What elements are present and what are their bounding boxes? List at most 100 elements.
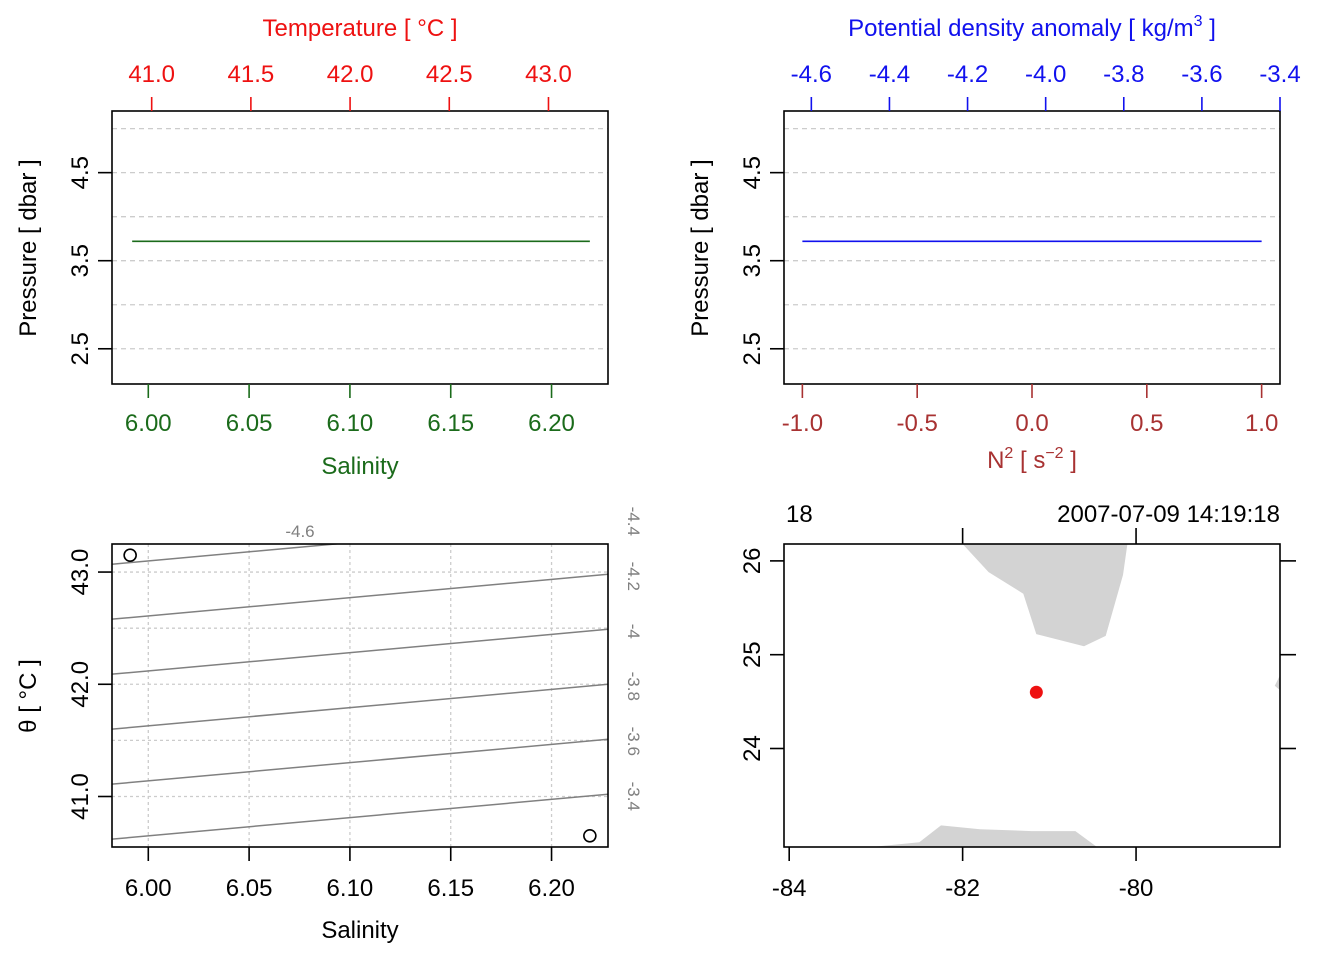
salinity-tick-label: 6.00 (125, 410, 172, 437)
n2-axis-title-main: N (987, 447, 1004, 474)
p4-frame (783, 543, 1281, 848)
salinity-axis-title: Salinity (321, 453, 398, 480)
temperature-tick-label: 43.0 (525, 61, 572, 88)
n2-axis-title: N2 [ s−2 ] (987, 445, 1077, 474)
station-marker (1029, 685, 1043, 699)
density-tick-label: -4.0 (1025, 61, 1066, 88)
isopycnal-line (112, 793, 608, 840)
ts-theta-tick-label: 43.0 (67, 549, 94, 596)
ts-theta-axis: 41.0 42.0 43.0 (67, 549, 112, 820)
profile-density-n2: -4.6 -4.4 -4.2 -4.0 -3.8 -3.6 -3.4 -1.0 -0.5 0.0… (687, 13, 1301, 474)
pressure-axis: 4.5 3.5 2.5 (67, 156, 112, 365)
land-polygons (871, 544, 1280, 847)
pressure-tick-label: 4.5 (739, 156, 766, 189)
density-axis-title-end: ] (1203, 15, 1216, 42)
density-axis-title-sup: 3 (1194, 13, 1203, 30)
pressure-tick-label: 3.5 (739, 244, 766, 277)
isopycnal-line (112, 738, 608, 785)
temperature-axis: 41.0 41.5 42.0 42.5 43.0 (128, 61, 572, 111)
ts-theta-symbol: θ (15, 719, 42, 732)
density-tick-label: -4.2 (947, 61, 988, 88)
isopycnal-lines (112, 544, 608, 840)
isopycnal-label: -4.4 (624, 507, 643, 536)
density-tick-label: -4.6 (791, 61, 832, 88)
density-tick-label: -3.6 (1181, 61, 1222, 88)
salinity-tick-label: 6.20 (528, 410, 575, 437)
n2-tick-label: -1.0 (782, 410, 823, 437)
isopycnal-labels: -4.6 -4.4 -4.2 -4 -3.8 -3.6 -3.4 (285, 507, 643, 811)
p1-gridlines (112, 127, 608, 350)
n2-axis-title-end: ] (1064, 447, 1077, 474)
salinity-tick-label: 6.15 (427, 410, 474, 437)
salinity-tick-label: 6.10 (327, 410, 374, 437)
station-map: -84 -82 -80 26 25 24 18 2007-07-09 14:19:18 (739, 501, 1296, 902)
longitude-axis: -84 -82 -80 (772, 847, 1154, 902)
pressure-tick-label: 3.5 (67, 244, 94, 277)
ts-theta-units: [ °C ] (15, 659, 42, 719)
ts-salinity-tick-label: 6.15 (427, 875, 474, 902)
density-axis-title: Potential density anomaly [ kg/m3 ] (848, 13, 1216, 42)
n2-axis: -1.0 -0.5 0.0 0.5 1.0 (782, 384, 1278, 437)
temperature-tick-label: 41.0 (128, 61, 175, 88)
ts-salinity-tick-label: 6.20 (528, 875, 575, 902)
isopycnal-label: -3.8 (624, 672, 643, 701)
isopycnal-label: -3.6 (624, 727, 643, 756)
ts-point (583, 828, 597, 843)
land-polygon (962, 544, 1128, 647)
station-date-label: 2007-07-09 14:19:18 (1057, 501, 1280, 528)
latitude-tick-label: 25 (739, 641, 766, 668)
temperature-tick-label: 42.0 (327, 61, 374, 88)
pressure-axis-title: Pressure [ dbar ] (15, 159, 42, 336)
isopycnal-label: -3.4 (624, 782, 643, 811)
isopycnal-line (112, 573, 608, 620)
longitude-tick-label: -80 (1119, 875, 1154, 902)
pressure-tick-label: 2.5 (67, 332, 94, 365)
longitude-tick-label: -82 (945, 875, 980, 902)
isopycnal-line (112, 544, 344, 565)
density-tick-label: -4.4 (869, 61, 910, 88)
isopycnal-line (112, 628, 608, 675)
ts-salinity-tick-label: 6.10 (327, 875, 374, 902)
n2-tick-label: 0.5 (1130, 410, 1163, 437)
profile-salinity-temperature: 41.0 41.5 42.0 42.5 43.0 6.00 6.05 6.10 6.15 6.2… (15, 15, 609, 480)
latitude-tick-label: 26 (739, 548, 766, 575)
pressure-axis-2: 4.5 3.5 2.5 (739, 156, 784, 365)
longitude-tick-label: -84 (772, 875, 807, 902)
ts-theta-tick-label: 41.0 (67, 773, 94, 820)
ts-theta-axis-title: θ [ °C ] (15, 659, 42, 733)
station-id-label: 18 (786, 501, 813, 528)
salinity-axis: 6.00 6.05 6.10 6.15 6.20 (125, 384, 575, 437)
latitude-tick-label: 24 (739, 735, 766, 762)
ts-point (123, 548, 137, 563)
isopycnal-label: -4.6 (285, 522, 314, 541)
pressure-axis-title-2: Pressure [ dbar ] (687, 159, 714, 336)
ts-salinity-tick-label: 6.05 (226, 875, 273, 902)
p3-frame (111, 543, 609, 848)
latitude-axis: 26 25 24 (739, 548, 784, 762)
salinity-tick-label: 6.05 (226, 410, 273, 437)
pressure-tick-label: 2.5 (739, 332, 766, 365)
n2-axis-title-sup2: −2 (1045, 445, 1063, 462)
temperature-axis-title: Temperature [ °C ] (263, 15, 458, 42)
pressure-tick-label: 4.5 (67, 156, 94, 189)
density-tick-label: -3.4 (1259, 61, 1300, 88)
p1-frame (111, 110, 609, 385)
n2-axis-title-mid: [ s (1013, 447, 1045, 474)
map-frame-ticks (961, 528, 1296, 750)
land-polygon (1274, 675, 1280, 691)
isopycnal-label: -4.2 (624, 562, 643, 591)
ts-diagram: -4.6 -4.4-4.2-4-3.8-3.6-3.4 6.00 6.05 6.10 6… (15, 507, 643, 944)
ts-salinity-axis: 6.00 6.05 6.10 6.15 6.20 (125, 847, 575, 902)
p2-gridlines (784, 127, 1280, 350)
n2-axis-title-sup: 2 (1004, 445, 1013, 462)
n2-tick-label: -0.5 (897, 410, 938, 437)
ts-salinity-axis-title: Salinity (321, 917, 398, 944)
n2-tick-label: 0.0 (1015, 410, 1048, 437)
p2-frame (783, 110, 1281, 385)
temperature-tick-label: 41.5 (228, 61, 275, 88)
ts-theta-tick-label: 42.0 (67, 661, 94, 708)
n2-tick-label: 1.0 (1245, 410, 1278, 437)
ts-salinity-tick-label: 6.00 (125, 875, 172, 902)
isopycnal-line (112, 683, 608, 730)
